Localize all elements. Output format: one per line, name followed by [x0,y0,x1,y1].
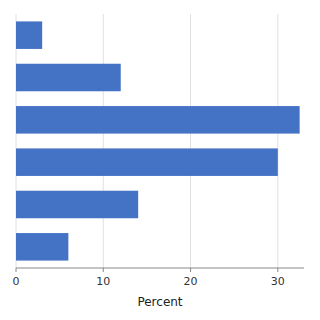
grid-line [103,14,104,268]
bar [16,106,300,134]
tick-label: 30 [271,275,285,288]
tick-mark [103,268,104,272]
grid-line [277,14,278,268]
bars [16,21,300,260]
bar [16,64,121,92]
tick-mark [190,268,191,272]
x-axis-line [16,268,304,269]
tick-label: 20 [184,275,198,288]
bar [16,233,68,261]
tick-mark [16,268,17,272]
grid-line [190,14,191,268]
grid-line [16,14,17,268]
tick-label: 0 [13,275,20,288]
bar [16,21,42,49]
tick-label: 10 [96,275,110,288]
chart: 0 10 20 30 Percent [0,0,320,320]
x-axis-label: Percent [137,295,182,309]
tick-mark [277,268,278,272]
bar [16,148,278,176]
bar [16,191,138,219]
